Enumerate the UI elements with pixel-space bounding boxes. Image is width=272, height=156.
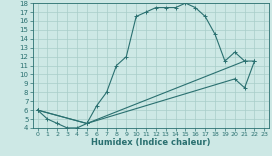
X-axis label: Humidex (Indice chaleur): Humidex (Indice chaleur) <box>91 139 211 147</box>
